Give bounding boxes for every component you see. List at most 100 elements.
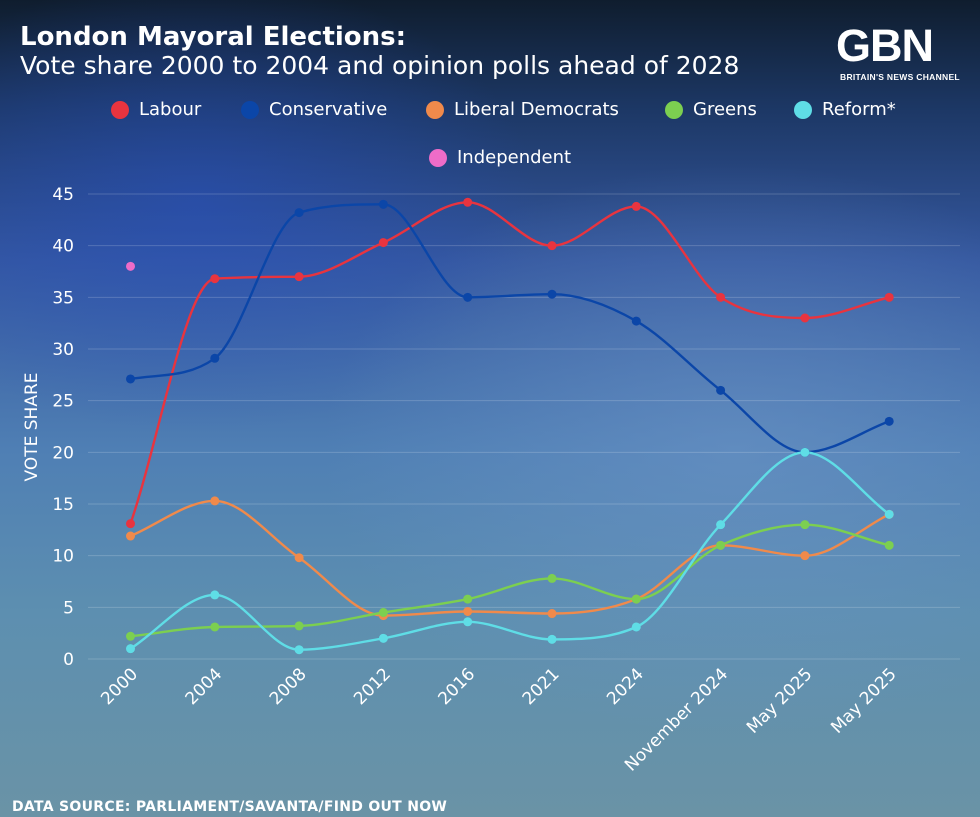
- data-point-greens: [463, 594, 473, 604]
- data-point-greens: [210, 622, 220, 632]
- data-point-labour: [210, 274, 220, 284]
- data-point-labour: [294, 272, 304, 282]
- data-point-conservative: [716, 385, 726, 395]
- legend-dot-liberal-democrats: [426, 100, 444, 119]
- data-source: DATA SOURCE: PARLIAMENT/SAVANTA/FIND OUT…: [12, 799, 448, 815]
- y-axis: 0 5 10 15 20 25 30 35 40 45: [52, 185, 74, 670]
- logo-tagline: BRITAIN'S NEWS CHANNEL: [840, 72, 960, 82]
- y-axis-label: VOTE SHARE: [22, 373, 42, 482]
- y-tick-label: 35: [52, 288, 74, 308]
- x-tick-label: May 2025: [743, 664, 816, 737]
- legend-item-reform: Reform*: [794, 99, 896, 120]
- legend-dot-conservative: [241, 100, 259, 119]
- x-tick-label: 2021: [519, 664, 564, 709]
- legend-item-liberal-democrats: Liberal Democrats: [426, 99, 619, 120]
- data-point-liberal-democrats: [126, 531, 135, 541]
- data-point-conservative: [294, 208, 304, 218]
- data-point-liberal-democrats: [463, 606, 473, 616]
- chart-title: London Mayoral Elections:: [20, 22, 407, 52]
- x-tick-label: 2012: [350, 664, 395, 709]
- data-point-liberal-democrats: [547, 609, 557, 619]
- x-tick-label: 2008: [266, 664, 311, 709]
- data-point-reform: [800, 447, 810, 457]
- legend-label-labour: Labour: [139, 99, 202, 120]
- y-tick-label: 30: [52, 340, 74, 360]
- legend-item-conservative: Conservative: [241, 99, 387, 120]
- data-point-conservative: [884, 416, 894, 426]
- x-tick-label: 2004: [182, 664, 227, 709]
- x-tick-label: 2000: [97, 664, 142, 709]
- data-point-greens: [378, 608, 388, 617]
- data-point-labour: [463, 197, 473, 207]
- chart-grid: [88, 193, 960, 660]
- data-point-conservative: [210, 353, 220, 363]
- data-point-reform: [126, 644, 135, 654]
- series-line-greens: [129, 523, 891, 638]
- chart-points: [126, 197, 894, 655]
- legend-dot-labour: [111, 100, 129, 119]
- data-point-greens: [547, 573, 557, 583]
- x-tick-label: 2024: [603, 664, 648, 709]
- y-tick-label: 5: [63, 598, 74, 618]
- data-point-independent: [126, 261, 135, 271]
- data-point-conservative: [631, 316, 641, 326]
- data-point-reform: [716, 520, 726, 530]
- x-tick-label: May 2025: [827, 664, 900, 737]
- y-tick-label: 0: [63, 650, 74, 670]
- data-point-labour: [631, 201, 641, 211]
- y-tick-label: 40: [52, 237, 74, 257]
- y-tick-label: 25: [52, 392, 74, 412]
- data-point-reform: [294, 645, 304, 655]
- data-point-liberal-democrats: [294, 553, 304, 563]
- legend-label-greens: Greens: [693, 99, 757, 120]
- y-tick-label: 10: [52, 547, 74, 567]
- legend-label-liberal-democrats: Liberal Democrats: [454, 99, 619, 120]
- data-point-labour: [547, 241, 557, 251]
- data-point-reform: [631, 622, 641, 632]
- legend-label-conservative: Conservative: [269, 99, 388, 120]
- data-point-labour: [126, 519, 135, 529]
- data-point-conservative: [463, 292, 473, 302]
- data-point-greens: [716, 540, 726, 550]
- series-line-labour: [129, 201, 891, 525]
- legend-item-greens: Greens: [665, 99, 757, 120]
- data-point-greens: [631, 594, 641, 604]
- data-point-liberal-democrats: [800, 551, 810, 561]
- data-point-reform: [210, 590, 220, 600]
- chart-lines: [129, 201, 891, 651]
- legend-label-reform: Reform*: [822, 99, 896, 120]
- data-point-reform: [378, 633, 388, 643]
- x-tick-label: 2016: [435, 664, 480, 709]
- data-point-greens: [126, 631, 135, 641]
- data-point-conservative: [126, 374, 135, 384]
- data-point-greens: [884, 540, 894, 550]
- data-point-liberal-democrats: [210, 496, 220, 506]
- series-line-conservative: [129, 203, 891, 454]
- data-point-labour: [716, 292, 726, 302]
- legend-dot-greens: [665, 100, 683, 119]
- series-line-reform: [129, 451, 891, 651]
- data-point-greens: [800, 520, 810, 530]
- y-tick-label: 15: [52, 495, 74, 515]
- gbnews-logo: GBN BRITAIN'S NEWS CHANNEL: [836, 20, 964, 83]
- data-point-reform: [547, 634, 557, 644]
- data-point-labour: [884, 292, 894, 302]
- data-point-greens: [294, 621, 304, 631]
- series-line-liberal-democrats: [129, 499, 891, 617]
- legend-item-independent: Independent: [429, 147, 571, 168]
- data-point-reform: [463, 617, 473, 627]
- data-point-reform: [884, 509, 894, 519]
- logo-text: GBN: [836, 20, 934, 71]
- y-tick-label: 45: [52, 185, 74, 205]
- y-tick-label: 20: [52, 443, 74, 463]
- legend-item-labour: Labour: [111, 99, 201, 120]
- legend-dot-reform: [794, 100, 812, 119]
- data-point-labour: [378, 238, 388, 248]
- data-point-labour: [800, 313, 810, 323]
- data-point-conservative: [378, 199, 388, 209]
- legend-label-independent: Independent: [457, 147, 572, 168]
- legend-dot-independent: [429, 148, 447, 167]
- chart-subtitle: Vote share 2000 to 2004 and opinion poll…: [20, 51, 740, 80]
